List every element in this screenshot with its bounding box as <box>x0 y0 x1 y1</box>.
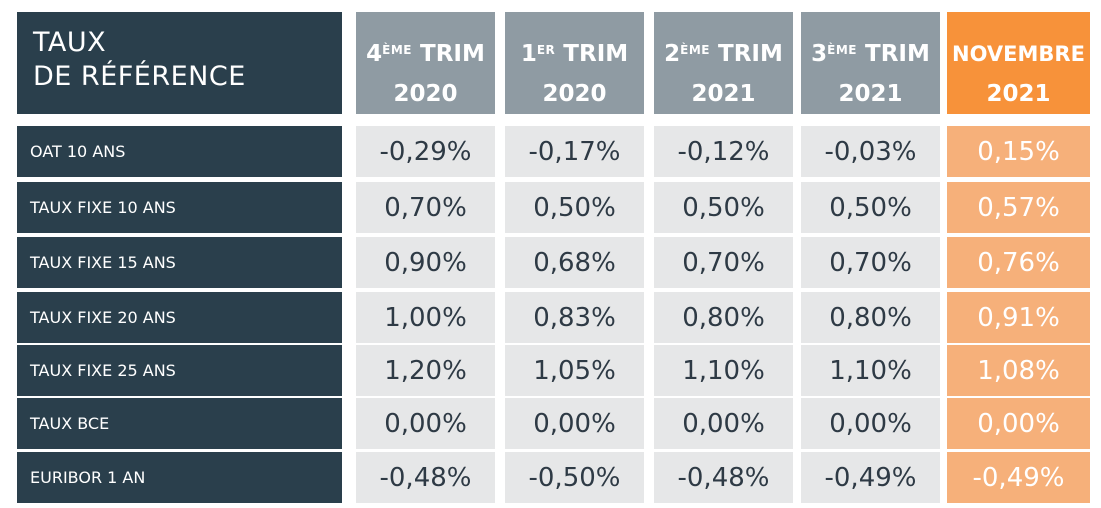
rate-value-cell: 0,00% <box>654 398 793 449</box>
rate-value-cell: 0,80% <box>654 292 793 343</box>
rate-value-cell: 0,70% <box>356 182 495 233</box>
rate-value-cell: 0,68% <box>505 237 644 288</box>
rate-value-cell: -0,48% <box>356 452 495 503</box>
table-title: TAUX DE RÉFÉRENCE <box>17 12 342 114</box>
rate-value-cell: 1,10% <box>654 345 793 396</box>
column-header-period: 4ÈME TRIM <box>356 34 495 74</box>
rate-value-cell: 0,57% <box>947 182 1090 233</box>
column-header-superscript: ÈME <box>827 43 857 57</box>
rate-value-cell: -0,49% <box>801 452 940 503</box>
rate-value-cell: 0,91% <box>947 292 1090 343</box>
column-header-1: 4ÈME TRIM 2020 <box>356 12 495 114</box>
column-header-3: 2ÈME TRIM 2021 <box>654 12 793 114</box>
column-header-prefix: 4 <box>366 41 383 67</box>
column-header-superscript: ÈME <box>382 43 412 57</box>
table-title-line-2: DE RÉFÉRENCE <box>33 61 246 92</box>
column-header-period: NOVEMBRE <box>947 34 1090 74</box>
column-header-year: 2020 <box>542 81 607 107</box>
rate-value-cell: -0,49% <box>947 452 1090 503</box>
row-label: OAT 10 ANS <box>17 126 342 177</box>
rate-value-cell: 0,50% <box>654 182 793 233</box>
column-header-year: 2021 <box>838 81 903 107</box>
table-title-line-1: TAUX <box>33 27 107 58</box>
rate-value-cell: -0,03% <box>801 126 940 177</box>
rate-value-cell: 0,76% <box>947 237 1090 288</box>
column-header-prefix: 3 <box>811 41 828 67</box>
row-label: TAUX FIXE 25 ANS <box>17 345 342 396</box>
rate-value-cell: -0,29% <box>356 126 495 177</box>
column-header-5: NOVEMBRE 2021 <box>947 12 1090 114</box>
column-header-prefix: 2 <box>664 41 681 67</box>
rate-value-cell: 1,20% <box>356 345 495 396</box>
rate-value-cell: 0,80% <box>801 292 940 343</box>
row-label: TAUX BCE <box>17 398 342 449</box>
rate-value-cell: 0,00% <box>947 398 1090 449</box>
rate-value-cell: 0,15% <box>947 126 1090 177</box>
rate-value-cell: 0,00% <box>801 398 940 449</box>
rate-value-cell: 1,08% <box>947 345 1090 396</box>
column-header-suffix: TRIM <box>857 41 930 67</box>
column-header-period: 3ÈME TRIM <box>801 34 940 74</box>
row-label: EURIBOR 1 AN <box>17 452 342 503</box>
column-header-suffix: TRIM <box>412 41 485 67</box>
rate-value-cell: 1,10% <box>801 345 940 396</box>
rate-value-cell: 0,83% <box>505 292 644 343</box>
rate-value-cell: 0,90% <box>356 237 495 288</box>
rate-value-cell: 1,00% <box>356 292 495 343</box>
column-header-year: 2021 <box>986 81 1051 107</box>
column-header-year: 2020 <box>393 81 458 107</box>
rate-value-cell: 1,05% <box>505 345 644 396</box>
column-header-superscript: ER <box>536 43 556 57</box>
column-header-suffix: TRIM <box>555 41 629 67</box>
rate-value-cell: -0,17% <box>505 126 644 177</box>
column-header-prefix: 1 <box>520 41 537 67</box>
column-header-4: 3ÈME TRIM 2021 <box>801 12 940 114</box>
row-label: TAUX FIXE 15 ANS <box>17 237 342 288</box>
column-header-suffix: TRIM <box>710 41 783 67</box>
rate-value-cell: -0,50% <box>505 452 644 503</box>
rate-value-cell: 0,50% <box>801 182 940 233</box>
rate-value-cell: -0,48% <box>654 452 793 503</box>
rate-value-cell: 0,50% <box>505 182 644 233</box>
rate-value-cell: 0,70% <box>654 237 793 288</box>
rate-value-cell: -0,12% <box>654 126 793 177</box>
column-header-year: 2021 <box>691 81 756 107</box>
row-label: TAUX FIXE 20 ANS <box>17 292 342 343</box>
rate-value-cell: 0,00% <box>505 398 644 449</box>
rate-value-cell: 0,00% <box>356 398 495 449</box>
column-header-2: 1ER TRIM 2020 <box>505 12 644 114</box>
rate-value-cell: 0,70% <box>801 237 940 288</box>
column-header-period: 2ÈME TRIM <box>654 34 793 74</box>
column-header-superscript: ÈME <box>680 43 710 57</box>
column-header-period: 1ER TRIM <box>505 34 644 74</box>
column-header-prefix: NOVEMBRE <box>952 42 1085 66</box>
row-label: TAUX FIXE 10 ANS <box>17 182 342 233</box>
